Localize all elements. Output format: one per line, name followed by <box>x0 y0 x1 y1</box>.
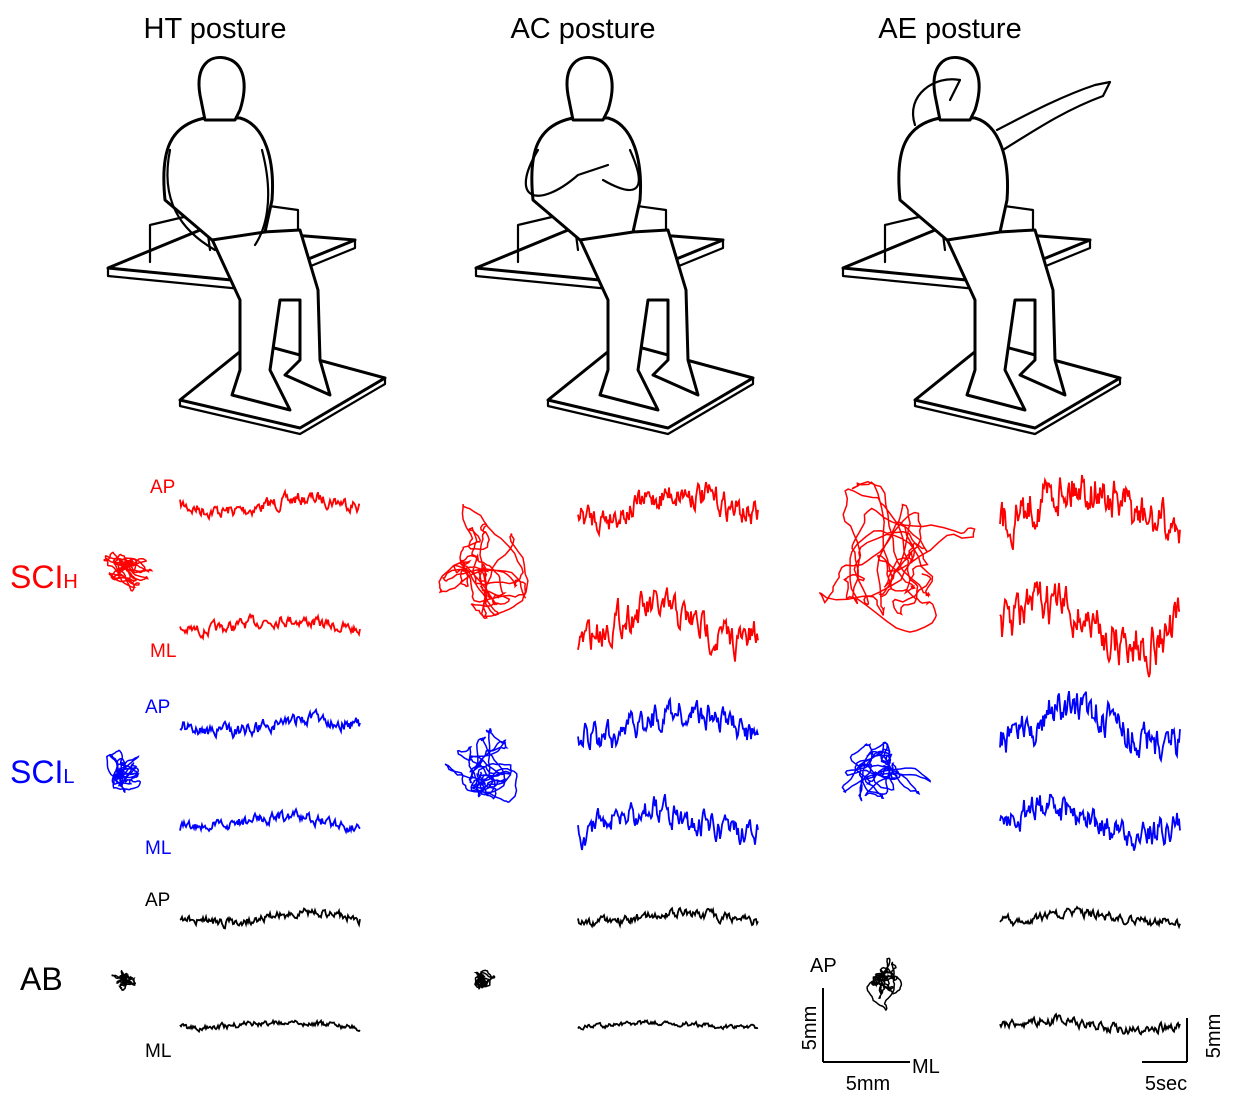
ml-label: ML <box>145 1041 171 1062</box>
row-label-sub: L <box>63 766 74 788</box>
column-title: AC posture <box>510 13 655 45</box>
trace-ap <box>1000 691 1180 760</box>
row-label-main: AB <box>20 961 63 997</box>
cop-horizontal-label: 5mm <box>846 1073 890 1095</box>
torso <box>899 118 1008 240</box>
stabilogram <box>819 482 974 632</box>
trace-ap <box>578 699 758 750</box>
trace-ml <box>1000 1014 1180 1034</box>
time-vertical-label: 5mm <box>1203 1014 1225 1058</box>
foot-plate <box>548 342 753 428</box>
trace-ml <box>578 794 758 850</box>
foot-plate <box>180 342 385 428</box>
trace-ap <box>578 482 758 534</box>
posture-illustration <box>843 57 1120 434</box>
trace-ap <box>1000 907 1180 927</box>
time-horizontal-label: 5sec <box>1145 1073 1187 1095</box>
trace-ap <box>578 908 758 926</box>
trace-ap <box>1000 475 1180 550</box>
trace-ap <box>180 492 360 519</box>
stabilogram <box>439 504 528 618</box>
head <box>199 57 244 120</box>
cop-y-label: AP <box>810 955 837 977</box>
ml-label: ML <box>145 838 171 859</box>
cop-x-label: ML <box>912 1056 940 1078</box>
posture-illustration <box>476 57 753 434</box>
trace-ml <box>1000 582 1180 678</box>
column-title: HT posture <box>144 13 287 45</box>
trace-ml <box>1000 795 1180 851</box>
column-titles: HT posture AC posture AE posture <box>144 13 1022 45</box>
stabilogram <box>112 971 135 990</box>
ml-label: ML <box>150 641 176 662</box>
ap-label: AP <box>150 477 175 498</box>
torso <box>164 118 273 240</box>
row-label-main: SCI <box>10 559 63 595</box>
stabilogram <box>867 958 901 1010</box>
trace-ml <box>180 615 360 638</box>
arm-extended <box>997 82 1110 150</box>
row-label: SCIL <box>10 754 74 790</box>
stabilogram <box>106 751 140 793</box>
foot-plate <box>915 342 1120 428</box>
trace-ap <box>180 909 360 929</box>
trace-ml <box>180 809 360 832</box>
row-label-sub: H <box>63 571 77 593</box>
stabilogram <box>842 742 930 801</box>
torso <box>532 118 641 240</box>
stabilogram <box>445 729 517 802</box>
stabilogram <box>475 970 495 988</box>
row-label: SCIH <box>10 559 78 595</box>
trace-ml <box>180 1021 360 1032</box>
row-label: AB <box>20 961 63 997</box>
cop-vertical-label: 5mm <box>799 1006 821 1050</box>
head <box>567 57 612 120</box>
posture-illustration <box>108 57 385 434</box>
ap-label: AP <box>145 890 170 911</box>
traces <box>104 475 1180 1034</box>
trace-ml <box>578 588 758 662</box>
stabilogram <box>104 552 152 590</box>
column-title: AE posture <box>878 13 1021 45</box>
row-label-main: SCI <box>10 754 63 790</box>
ap-label: AP <box>145 697 170 718</box>
figure: HT postureAC postureAE posture SCIHAPMLS… <box>0 0 1235 1099</box>
illustrations <box>108 57 1120 434</box>
trace-ml <box>578 1021 758 1030</box>
trace-ap <box>180 710 360 738</box>
